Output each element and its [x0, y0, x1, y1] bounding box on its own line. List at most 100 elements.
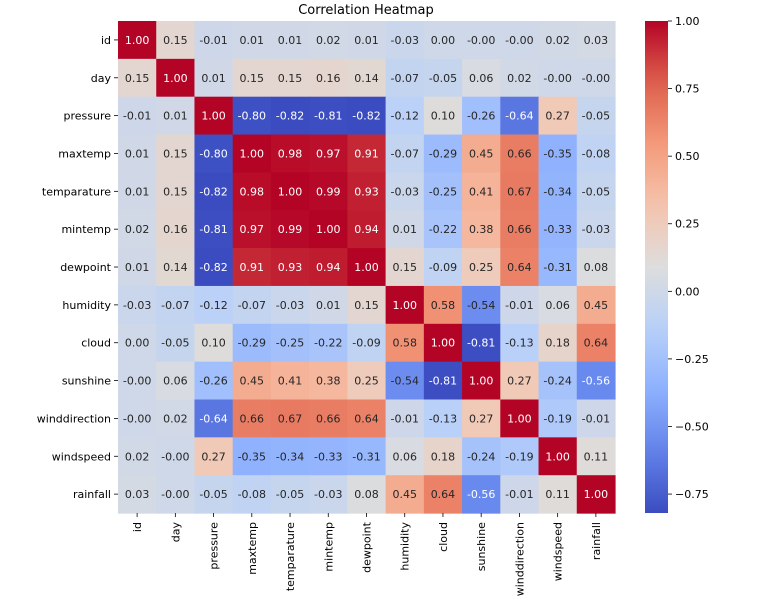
heatmap-cell: [347, 134, 387, 173]
cell-value-label: 0.16: [316, 72, 341, 85]
x-tick-label: humidity: [399, 522, 412, 571]
cell-value-label: 0.99: [316, 185, 341, 198]
heatmap-cell: [270, 134, 310, 173]
colorbar-tick-label: 0.25: [675, 218, 700, 231]
heatmap-cell: [385, 248, 425, 287]
heatmap-cell: [194, 323, 234, 363]
heatmap-cell: [118, 210, 157, 249]
heatmap-cell: [538, 437, 578, 476]
heatmap-cell: [270, 21, 310, 60]
cell-value-label: -0.25: [429, 185, 457, 198]
cell-value-label: -0.07: [238, 299, 266, 312]
colorbar-tick-label: −0.50: [675, 420, 709, 433]
heatmap-cell: [118, 399, 157, 438]
heatmap-cell: [270, 172, 310, 211]
cell-value-label: 0.01: [240, 34, 265, 47]
cell-value-label: -0.29: [238, 337, 266, 350]
cell-value-label: 1.00: [354, 261, 379, 274]
heatmap-cell: [156, 96, 196, 136]
heatmap-cell: [423, 58, 463, 98]
y-tick-label: id: [101, 34, 111, 47]
heatmap-cell: [347, 361, 387, 401]
heatmap-cell: [156, 21, 196, 60]
cell-value-label: 0.06: [392, 450, 417, 463]
heatmap-cell: [385, 285, 425, 325]
cell-value-label: -0.12: [390, 110, 418, 123]
cell-value-label: 0.01: [201, 72, 226, 85]
cell-value-label: -0.00: [161, 488, 189, 501]
cell-value-label: -0.34: [276, 450, 304, 463]
heatmap-cell: [423, 134, 463, 173]
heatmap-cell: [118, 58, 157, 98]
cell-value-label: 0.18: [545, 337, 570, 350]
heatmap-cell: [156, 172, 196, 211]
heatmap-cell: [232, 248, 272, 287]
cell-value-label: -0.24: [467, 450, 495, 463]
heatmap-cell: [385, 21, 425, 60]
heatmap-cell: [232, 285, 272, 325]
cell-value-label: 0.38: [316, 375, 341, 388]
heatmap-cell: [576, 172, 616, 211]
cell-value-label: 0.45: [392, 488, 417, 501]
cell-value-label: 1.00: [469, 375, 494, 388]
cell-value-label: 0.67: [278, 412, 303, 425]
heatmap-cell: [385, 58, 425, 98]
heatmap-cell: [462, 172, 501, 211]
heatmap-cell: [156, 361, 196, 401]
cell-value-label: -0.81: [429, 375, 457, 388]
colorbar-gradient: [645, 21, 668, 513]
cell-value-label: 0.08: [584, 261, 609, 274]
cell-value-label: -0.56: [582, 375, 610, 388]
y-tick-label: winddirection: [37, 412, 111, 425]
cell-value-label: 1.00: [584, 488, 609, 501]
cell-value-label: -0.09: [429, 261, 457, 274]
cell-value-label: -0.25: [276, 337, 304, 350]
cell-value-label: -0.80: [199, 147, 227, 160]
cell-value-label: -0.29: [429, 147, 457, 160]
heatmap-cell: [500, 172, 540, 211]
heatmap-cell: [270, 475, 310, 514]
cell-value-label: -0.33: [314, 450, 342, 463]
cell-value-label: 0.67: [507, 185, 532, 198]
cell-value-label: 0.15: [392, 261, 417, 274]
cell-value-label: 0.14: [354, 72, 379, 85]
heatmap-cell: [576, 475, 616, 514]
cell-value-label: 0.15: [125, 72, 150, 85]
cell-value-label: 0.11: [584, 450, 609, 463]
heatmap-cell: [232, 96, 272, 136]
heatmap-cell: [347, 475, 387, 514]
colorbar-ticks: 1.00 0.75 0.50 0.25 0.00 −0.25 −0.50 −0.75: [668, 15, 709, 501]
heatmap-cell: [538, 172, 578, 211]
colorbar-tick-label: −0.75: [675, 488, 709, 501]
cell-value-label: -0.31: [352, 450, 380, 463]
cell-value-label: -0.56: [467, 488, 495, 501]
heatmap-cell: [462, 437, 501, 476]
heatmap-cell: [194, 96, 234, 136]
cell-value-label: 0.11: [545, 488, 570, 501]
heatmap-cell: [423, 248, 463, 287]
cell-value-label: 0.97: [240, 223, 265, 236]
cell-value-label: 0.06: [469, 72, 494, 85]
heatmap-cell: [500, 21, 540, 60]
cell-value-label: 0.01: [278, 34, 303, 47]
heatmap-cell: [309, 172, 348, 211]
cell-value-label: -0.00: [582, 72, 610, 85]
heatmap-cell: [156, 323, 196, 363]
heatmap-cell: [309, 399, 348, 438]
cell-value-label: 0.94: [316, 261, 341, 274]
heatmap-cell: [423, 172, 463, 211]
heatmap-cell: [270, 361, 310, 401]
cell-value-label: -0.03: [314, 488, 342, 501]
cell-value-label: 0.03: [125, 488, 150, 501]
cell-value-label: -0.08: [238, 488, 266, 501]
heatmap-cell: [423, 399, 463, 438]
cell-value-label: 0.25: [354, 375, 379, 388]
cell-value-label: 0.27: [469, 412, 494, 425]
cell-value-label: 0.02: [125, 450, 150, 463]
cell-value-label: -0.01: [582, 412, 610, 425]
x-tick-label: pressure: [208, 522, 221, 570]
heatmap-cell: [232, 134, 272, 173]
heatmap-cell: [232, 475, 272, 514]
cell-value-label: 0.10: [431, 110, 456, 123]
